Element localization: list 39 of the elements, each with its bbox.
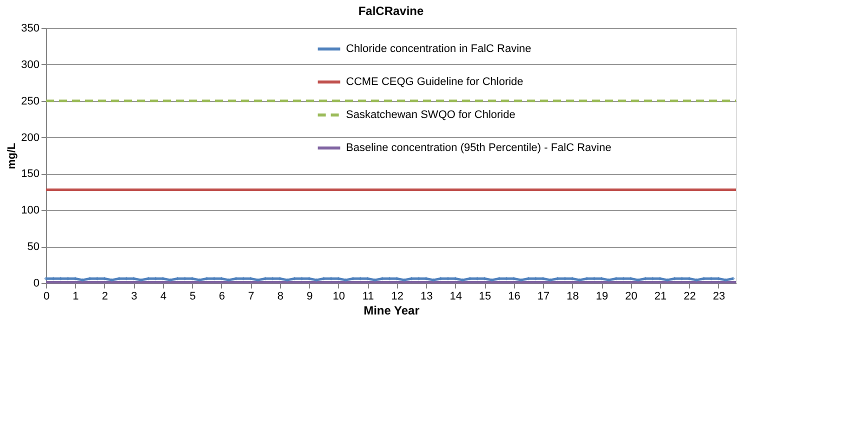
x-tick-label: 3 bbox=[131, 290, 138, 302]
x-tick-label: 20 bbox=[625, 290, 638, 302]
y-tick-label: 350 bbox=[21, 22, 40, 34]
x-tick-label: 22 bbox=[684, 290, 696, 302]
y-tick-label: 150 bbox=[21, 168, 40, 180]
y-tick-label: 0 bbox=[33, 278, 40, 290]
x-tick-label: 17 bbox=[537, 290, 550, 302]
x-tick-label: 13 bbox=[420, 290, 433, 302]
x-tick-label: 2 bbox=[102, 290, 108, 302]
x-tick-label: 12 bbox=[391, 290, 404, 302]
x-tick-label: 0 bbox=[43, 290, 50, 302]
legend-label: Saskatchewan SWQO for Chloride bbox=[346, 109, 516, 121]
x-tick-label: 23 bbox=[712, 290, 726, 302]
x-tick-label: 21 bbox=[654, 290, 667, 302]
legend-label: CCME CEQG Guideline for Chloride bbox=[346, 76, 524, 88]
x-tick-label: 7 bbox=[248, 290, 254, 302]
x-tick-label: 19 bbox=[596, 290, 608, 302]
legend-label: Baseline concentration (95th Percentile) - FalC Ravine bbox=[346, 142, 612, 154]
x-tick-label: 16 bbox=[508, 290, 520, 302]
x-tick-label: 14 bbox=[450, 290, 462, 302]
x-tick-label: 8 bbox=[277, 290, 284, 302]
legend-label: Chloride concentration in FalC Ravine bbox=[346, 43, 532, 55]
chart-title: FalCRavine bbox=[358, 4, 424, 18]
x-tick-label: 6 bbox=[218, 290, 225, 302]
x-tick-label: 18 bbox=[566, 290, 579, 302]
x-tick-label: 5 bbox=[190, 290, 196, 302]
x-tick-label: 15 bbox=[478, 290, 492, 302]
x-tick-label: 11 bbox=[362, 290, 374, 302]
y-tick-label: 250 bbox=[21, 95, 40, 108]
y-tick-label: 100 bbox=[21, 204, 40, 217]
y-tick-label: 50 bbox=[27, 241, 40, 254]
x-tick-label: 10 bbox=[332, 290, 345, 302]
y-tick-label: 200 bbox=[21, 132, 40, 144]
x-tick-label: 4 bbox=[160, 290, 167, 302]
x-axis-title: Mine Year bbox=[364, 304, 420, 318]
x-tick-label: 1 bbox=[72, 290, 79, 302]
y-axis-title: mg/L bbox=[6, 142, 18, 170]
x-tick-label: 9 bbox=[306, 290, 313, 302]
y-tick-label: 300 bbox=[21, 58, 40, 71]
